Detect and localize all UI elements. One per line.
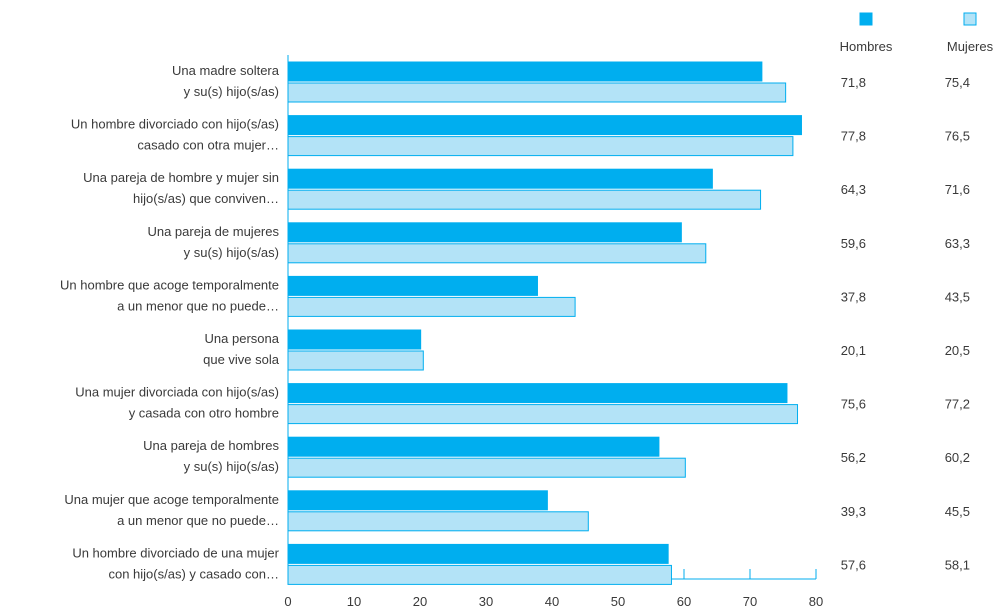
value-label-hombres: 39,3 xyxy=(841,504,866,519)
category-label: Una madre soltera y su(s) hijo(s/as) xyxy=(172,63,280,99)
bar-hombres xyxy=(287,222,682,243)
legend-swatch-hombres xyxy=(859,12,873,26)
value-label-mujeres: 60,2 xyxy=(945,450,970,465)
value-label-hombres: 20,1 xyxy=(841,343,866,358)
value-label-mujeres: 75,4 xyxy=(945,75,970,90)
value-label-hombres: 37,8 xyxy=(841,289,866,304)
category-label: Una mujer que acoge temporalmente a un me… xyxy=(64,492,279,528)
value-label-mujeres: 77,2 xyxy=(945,397,970,412)
category-label: Una persona que vive sola xyxy=(203,331,280,367)
bar-mujeres xyxy=(287,350,424,371)
x-tick-label: 80 xyxy=(809,594,823,609)
bar-mujeres xyxy=(287,82,787,103)
bar-hombres xyxy=(287,543,669,564)
bar-hombres xyxy=(287,329,422,350)
category-label: Un hombre que acoge temporalmente a un me… xyxy=(60,277,279,313)
value-label-hombres: 57,6 xyxy=(841,557,866,572)
category-label: Una pareja de hombre y mujer sin hijo(s/a… xyxy=(83,170,279,206)
x-tick-label: 10 xyxy=(347,594,361,609)
x-tick-label: 0 xyxy=(284,594,291,609)
value-label-mujeres: 20,5 xyxy=(945,343,970,358)
value-label-mujeres: 45,5 xyxy=(945,504,970,519)
value-label-hombres: 71,8 xyxy=(841,75,866,90)
value-label-hombres: 56,2 xyxy=(841,450,866,465)
x-tick-label: 70 xyxy=(743,594,757,609)
value-label-mujeres: 71,6 xyxy=(945,182,970,197)
legend-swatch-mujeres xyxy=(963,12,977,26)
bar-mujeres xyxy=(287,511,589,532)
x-tick-label: 20 xyxy=(413,594,427,609)
category-label: Un hombre divorciado de una mujer con hij… xyxy=(72,545,279,581)
bar-hombres xyxy=(287,275,538,296)
x-tick-label: 60 xyxy=(677,594,691,609)
bar-hombres xyxy=(287,61,763,82)
bar-mujeres xyxy=(287,404,799,425)
bar-hombres xyxy=(287,383,788,404)
category-label: Un hombre divorciado con hijo(s/as) casad… xyxy=(71,117,279,153)
bar-mujeres xyxy=(287,457,686,478)
bar-hombres xyxy=(287,436,660,457)
x-tick-label: 40 xyxy=(545,594,559,609)
bar-hombres xyxy=(287,168,713,189)
bar-hombres xyxy=(287,115,802,136)
bar-mujeres xyxy=(287,189,762,210)
bar-mujeres xyxy=(287,564,672,585)
category-label: Una pareja de mujeres y su(s) hijo(s/as) xyxy=(147,224,279,260)
value-label-mujeres: 43,5 xyxy=(945,289,970,304)
legend-label-mujeres: Mujeres xyxy=(947,39,994,54)
bar-mujeres xyxy=(287,296,576,317)
bar-hombres xyxy=(287,490,548,511)
x-tick-label: 50 xyxy=(611,594,625,609)
value-label-hombres: 77,8 xyxy=(841,129,866,144)
legend-label-hombres: Hombres xyxy=(840,39,893,54)
value-label-hombres: 59,6 xyxy=(841,236,866,251)
value-label-mujeres: 58,1 xyxy=(945,557,970,572)
bar-mujeres xyxy=(287,243,707,264)
category-label: Una pareja de hombres y su(s) hijo(s/as) xyxy=(143,438,279,474)
value-label-hombres: 75,6 xyxy=(841,397,866,412)
value-label-mujeres: 63,3 xyxy=(945,236,970,251)
category-label: Una mujer divorciada con hijo(s/as) y cas… xyxy=(75,385,279,421)
bar-mujeres xyxy=(287,136,794,157)
value-label-mujeres: 76,5 xyxy=(945,129,970,144)
x-tick-label: 30 xyxy=(479,594,493,609)
value-label-hombres: 64,3 xyxy=(841,182,866,197)
